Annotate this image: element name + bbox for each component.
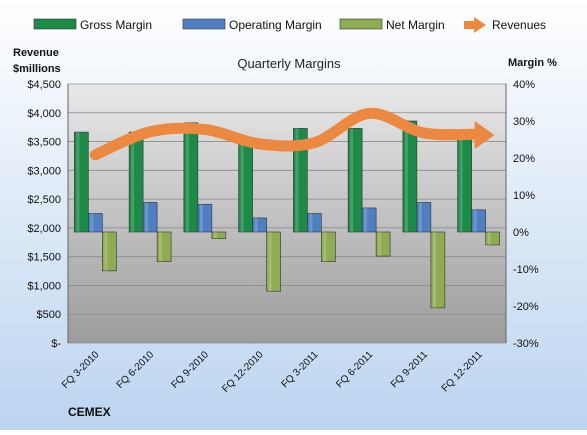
gross-margin-legend-label: Gross Margin <box>80 18 152 32</box>
net-margin-legend-label: Net Margin <box>386 18 445 32</box>
gross-margin-bar-highlight <box>186 123 189 232</box>
net-margin-bar-highlight <box>104 232 107 271</box>
operating-margin-bar-highlight <box>364 208 367 232</box>
gross-margin-legend-swatch <box>34 19 76 29</box>
net-margin-bar-highlight <box>488 232 491 245</box>
gross-margin-bar-highlight <box>460 132 463 232</box>
right-tick-label: 30% <box>513 116 535 128</box>
left-axis-label-line2: $millions <box>13 63 61 75</box>
left-tick-label: $3,500 <box>27 137 61 149</box>
net-margin-bar-highlight <box>159 232 162 262</box>
net-margin-bar-highlight <box>378 232 381 256</box>
left-tick-label: $- <box>51 338 61 350</box>
right-tick-label: 0% <box>513 227 529 239</box>
left-tick-label: $2,000 <box>27 223 61 235</box>
right-tick-label: -30% <box>513 338 539 350</box>
right-tick-label: -10% <box>513 264 539 276</box>
net-margin-bar-highlight <box>214 232 217 239</box>
left-tick-label: $2,500 <box>27 194 61 206</box>
right-tick-label: -20% <box>513 301 539 313</box>
gross-margin-bar-highlight <box>241 141 244 232</box>
left-tick-label: $4,000 <box>27 108 61 120</box>
operating-margin-bar-highlight <box>419 202 422 232</box>
right-tick-label: 20% <box>513 153 535 165</box>
operating-margin-bar-highlight <box>200 204 203 232</box>
revenues-legend-label: Revenues <box>492 18 546 32</box>
operating-margin-bar-highlight <box>90 214 93 233</box>
net-margin-legend-swatch <box>340 19 382 29</box>
chart-title: Quarterly Margins <box>237 56 341 71</box>
company-label: CEMEX <box>68 405 111 419</box>
left-tick-label: $4,500 <box>27 79 61 91</box>
right-axis-label: Margin % <box>508 57 557 69</box>
net-margin-bar-highlight <box>433 232 436 308</box>
left-axis-label-line1: Revenue <box>13 47 59 59</box>
gross-margin-bar-highlight <box>405 121 408 232</box>
left-tick-label: $500 <box>37 309 61 321</box>
gross-margin-bar-highlight <box>350 128 353 232</box>
gross-margin-bar-highlight <box>131 132 134 232</box>
operating-margin-bar-highlight <box>255 218 258 232</box>
operating-margin-bar-highlight <box>145 202 148 232</box>
operating-margin-bar-highlight <box>474 210 477 232</box>
left-tick-label: $3,000 <box>27 165 61 177</box>
right-tick-label: 10% <box>513 190 535 202</box>
left-tick-label: $1,500 <box>27 252 61 264</box>
net-margin-bar-highlight <box>323 232 326 262</box>
operating-margin-legend-label: Operating Margin <box>229 18 322 32</box>
left-tick-label: $1,000 <box>27 280 61 292</box>
gross-margin-bar-highlight <box>76 132 79 232</box>
right-tick-label: 40% <box>513 79 535 91</box>
net-margin-bar-highlight <box>269 232 272 291</box>
operating-margin-legend-swatch <box>183 19 225 29</box>
operating-margin-bar-highlight <box>309 214 312 233</box>
